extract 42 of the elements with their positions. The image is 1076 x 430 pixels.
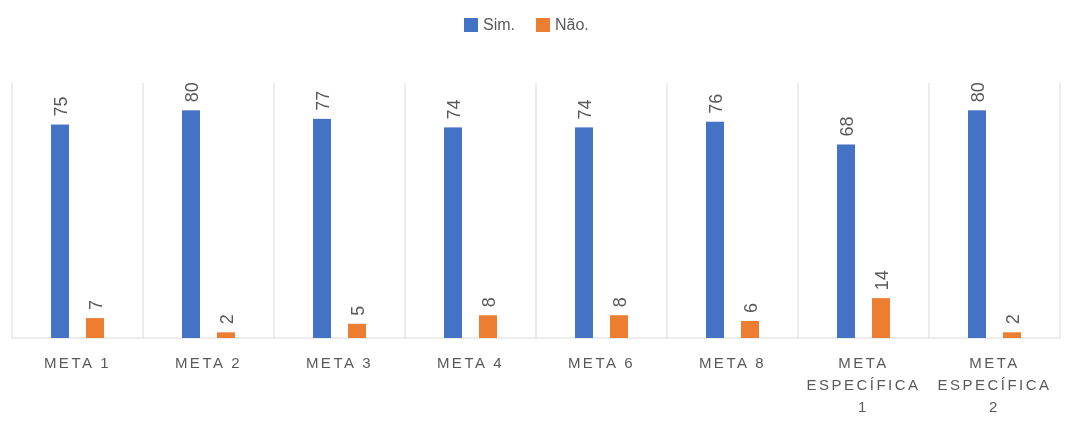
x-tick-label: META 8 [698,354,767,371]
data-label: 14 [872,270,892,291]
x-tick-label: META 2 [174,354,243,371]
bar [313,118,331,338]
x-tick-label: META 6 [567,354,636,371]
bar [86,318,104,338]
bar [968,110,986,338]
x-tick-label: META 4 [436,354,505,371]
data-label: 8 [610,297,630,308]
data-label: 2 [217,314,237,325]
data-label: 8 [479,297,499,308]
data-label: 7 [86,300,106,311]
data-label: 74 [444,99,464,120]
data-label: 74 [575,99,595,120]
data-label: 68 [837,116,857,137]
data-label: 6 [741,302,761,313]
bar [348,323,366,338]
x-tick-label: META 3 [305,354,374,371]
bar [444,127,462,338]
legend-label: Sim. [483,16,515,33]
bar [182,110,200,338]
data-label: 5 [348,305,368,316]
data-label: 80 [182,82,202,103]
bar [872,298,890,338]
x-tick-label: META 1 [43,354,112,371]
data-label: 75 [51,96,71,117]
bar [575,127,593,338]
bar [217,332,235,338]
data-label: 80 [968,82,988,103]
data-label: 77 [313,90,333,111]
bar [837,144,855,338]
legend-label: Não. [555,16,589,33]
bar [610,315,628,338]
bar [741,320,759,338]
bar [1003,332,1021,338]
x-tick-label: META ESPECÍFICA 2 [937,354,1052,415]
data-label: 76 [706,93,726,114]
data-label: 2 [1003,314,1023,325]
bar [479,315,497,338]
bar [706,121,724,338]
x-tick-label: META ESPECÍFICA 1 [806,354,921,415]
bar [51,124,69,338]
